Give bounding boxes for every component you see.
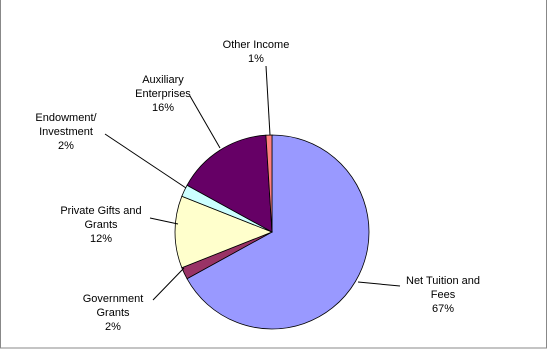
category-name: Auxiliary Enterprises <box>135 74 191 100</box>
slice-label: Net Tuition and Fees 67% <box>393 274 493 316</box>
value-label: 67% <box>431 303 455 315</box>
slice-label: Other Income 1% <box>206 38 306 66</box>
pie-slice <box>265 134 273 233</box>
category-name: Government Grants <box>82 293 144 319</box>
value-label: 16% <box>151 102 175 114</box>
category-name: Endowment/ Investment <box>35 112 97 138</box>
slice-label: Auxiliary Enterprises 16% <box>127 73 199 115</box>
pie-slice <box>186 134 273 233</box>
value-label: 1% <box>248 53 264 65</box>
slice-label: Endowment/ Investment 2% <box>31 111 101 153</box>
pie-slice <box>186 134 370 330</box>
leader-line <box>357 281 401 287</box>
leader-line <box>149 217 179 225</box>
leader-line <box>152 267 185 301</box>
category-name: Net Tuition and Fees <box>406 275 480 301</box>
value-label: 2% <box>105 321 121 333</box>
value-label: 12% <box>89 233 113 245</box>
pie-slice <box>174 195 274 269</box>
category-name: Other Income <box>222 39 290 51</box>
category-name: Private Gifts and Grants <box>60 205 142 231</box>
value-label: 2% <box>58 140 74 152</box>
leader-line <box>265 65 271 136</box>
slice-label: Government Grants 2% <box>78 292 148 334</box>
leader-line <box>189 95 221 149</box>
slice-label: Private Gifts and Grants 12% <box>51 204 151 246</box>
leader-line <box>104 133 187 189</box>
